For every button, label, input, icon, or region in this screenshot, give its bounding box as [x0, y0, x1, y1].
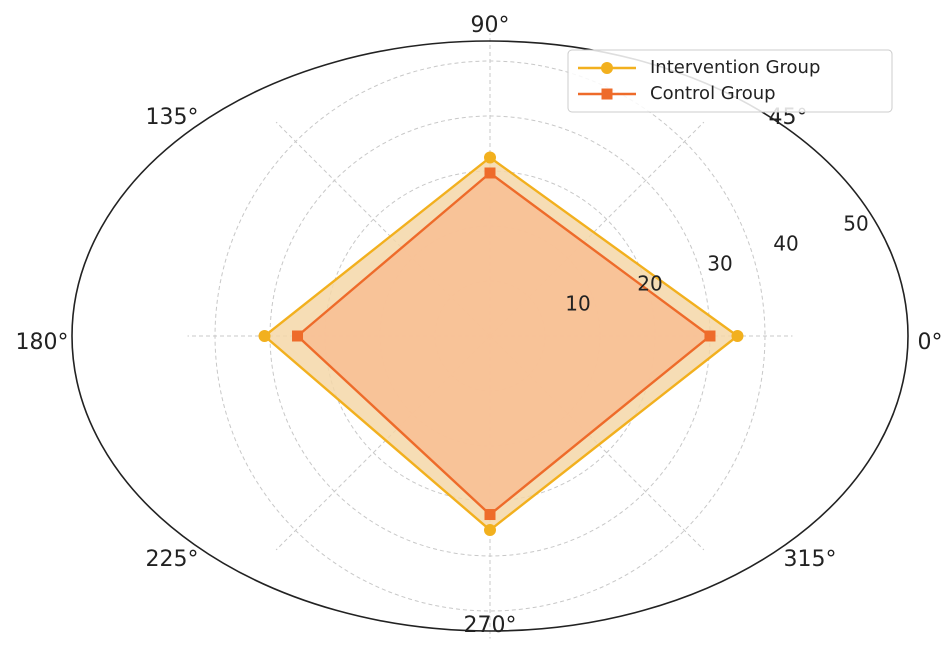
- data-point-intervention-group-90: [484, 151, 496, 164]
- legend-marker-control-group: [601, 88, 613, 100]
- angle-tick-label-270: 270°: [464, 613, 517, 638]
- data-point-control-group-270: [484, 509, 496, 521]
- angle-tick-label-90: 90°: [471, 13, 510, 38]
- data-point-intervention-group-0: [731, 330, 744, 342]
- legend-label-intervention-group: Intervention Group: [650, 57, 820, 78]
- radial-tick-label-30: 30: [707, 252, 732, 276]
- angle-tick-label-315: 315°: [784, 547, 837, 572]
- outer-ring: [71, 40, 909, 632]
- data-point-intervention-group-180: [258, 330, 271, 342]
- legend-marker-intervention-group: [601, 62, 613, 74]
- angle-tick-label-180: 180°: [16, 330, 69, 355]
- angle-tick-label-225: 225°: [146, 547, 199, 572]
- data-point-control-group-180: [292, 330, 304, 342]
- legend: Intervention Group Control Group: [567, 49, 893, 113]
- radial-tick-label-40: 40: [773, 232, 798, 256]
- radial-tick-label-20: 20: [637, 272, 662, 296]
- data-point-intervention-group-270: [484, 524, 496, 537]
- legend-box: [567, 49, 893, 113]
- data-point-control-group-90: [484, 167, 496, 179]
- data-point-control-group-0: [704, 330, 716, 342]
- legend-label-control-group: Control Group: [650, 83, 776, 104]
- series-area-control-group: [295, 171, 712, 517]
- angle-tick-label-135: 135°: [146, 105, 199, 130]
- series-layer: [258, 151, 744, 537]
- angle-tick-label-0: 0°: [918, 330, 942, 355]
- radial-tick-label-50: 50: [843, 212, 868, 236]
- radial-tick-label-10: 10: [565, 292, 590, 316]
